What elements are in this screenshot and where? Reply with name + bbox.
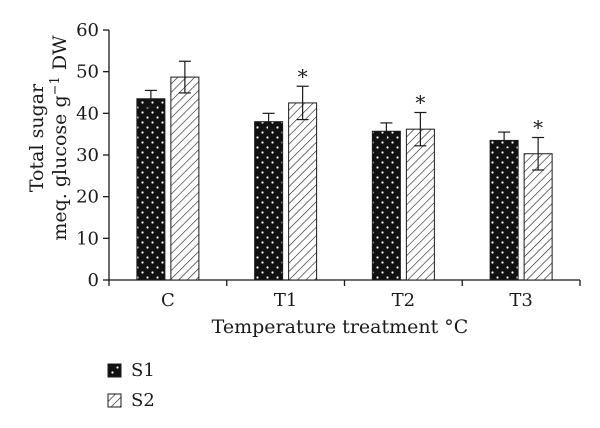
x-tick-label: T1	[274, 290, 297, 311]
x-tick-label: T2	[392, 290, 415, 311]
legend-swatch	[107, 393, 122, 408]
bar-s1-t3	[489, 139, 519, 281]
legend-item-s1: S1	[107, 360, 155, 381]
error-bar	[498, 131, 511, 150]
bar-s2-t3	[523, 153, 553, 281]
y-tick-label: 0	[88, 270, 99, 291]
error-bar	[144, 89, 157, 108]
error-bar	[178, 60, 191, 94]
bars	[136, 76, 553, 281]
bar-s2-c	[170, 76, 200, 281]
x-tick-label: T3	[509, 290, 532, 311]
error-bar	[532, 136, 545, 171]
y-tick-label: 60	[76, 20, 99, 41]
error-bar	[414, 111, 427, 147]
significance-marks: * * *	[298, 64, 544, 139]
bar-s1-t1	[254, 121, 284, 281]
y-axis-title-unit: meq. glucose g	[49, 95, 71, 240]
y-axis-title-line1: Total sugar	[26, 83, 48, 192]
significance-star: *	[298, 64, 308, 88]
significance-star: *	[533, 116, 543, 140]
bar-s2-t2	[405, 128, 435, 281]
legend-label: S1	[131, 360, 155, 381]
y-axis-title: Total sugar meq. glucose g−1 DW	[26, 35, 71, 241]
legend-item-s2: S2	[107, 390, 155, 411]
bar-s1-c	[136, 98, 166, 281]
error-bars	[144, 60, 545, 171]
y-tick-label: 50	[76, 62, 99, 83]
y-tick-label: 30	[76, 145, 99, 166]
y-tick-label: 40	[76, 103, 99, 124]
error-bar	[380, 122, 393, 141]
error-bar	[262, 112, 275, 131]
bar-s2-t1	[288, 102, 318, 281]
y-axis: 0 10 20 30 40 50 60	[76, 20, 110, 291]
y-tick-label: 10	[76, 228, 99, 249]
error-bar	[296, 85, 309, 121]
x-axis: C T1 T2 T3	[108, 279, 581, 311]
x-axis-title: Temperature treatment °C	[212, 316, 469, 338]
y-tick-label: 20	[76, 187, 99, 208]
y-axis-title-line2: meq. glucose g−1 DW	[48, 35, 72, 241]
x-tick-label: C	[161, 290, 175, 311]
y-axis-title-superscript: −1	[48, 76, 63, 95]
legend-label: S2	[131, 390, 155, 411]
bar-s1-t2	[371, 130, 401, 281]
y-axis-title-suffix: DW	[49, 35, 71, 76]
legend-swatch	[107, 363, 122, 378]
significance-star: *	[415, 91, 425, 115]
